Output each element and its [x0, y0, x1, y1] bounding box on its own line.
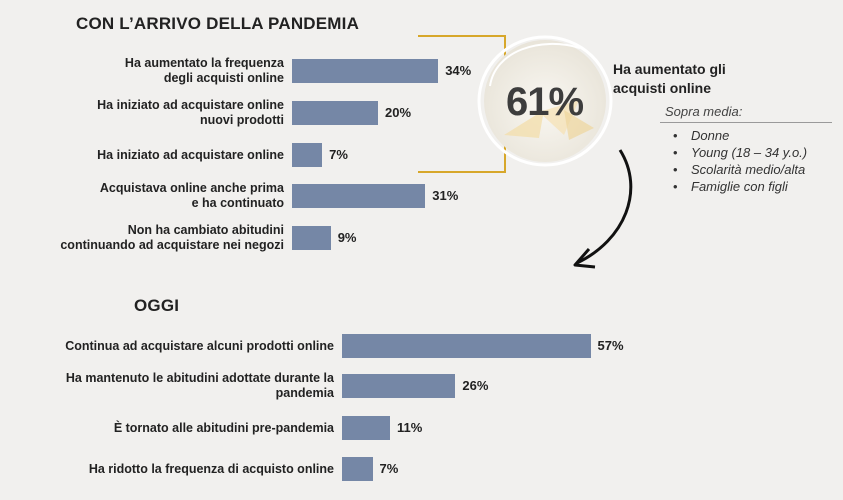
list-item: Donne — [673, 127, 807, 144]
above-average-label: Sopra media: — [665, 104, 743, 119]
bar-value-label: 57% — [597, 338, 624, 353]
bar-label: Ha iniziato ad acquistare online — [97, 147, 284, 162]
highlight-value: 61% — [506, 80, 584, 124]
bar-label: Ha mantenuto le abitudini adottate duran… — [65, 371, 334, 400]
callout-title-line: Ha aumentato gli — [613, 61, 726, 77]
callout-title-line: acquisti online — [613, 80, 712, 96]
bar — [342, 334, 591, 358]
bar — [342, 457, 373, 481]
bar-label: Ha iniziato ad acquistare online nuovi pr… — [97, 98, 284, 127]
bar — [292, 59, 439, 83]
bar-value-label: 34% — [445, 63, 472, 78]
bar-label: Acquistava online anche prima e ha contin… — [99, 181, 284, 210]
bar — [342, 416, 390, 440]
section-title-oggi: OGGI — [134, 296, 180, 315]
bar-value-label: 20% — [385, 105, 412, 120]
bar-value-label: 7% — [329, 147, 348, 162]
bar-label: È tornato alle abitudini pre-pandemia — [113, 420, 334, 435]
bar — [292, 143, 323, 167]
bar-value-label: 9% — [337, 230, 357, 245]
section-title-pandemia: CON L’ARRIVO DELLA PANDEMIA — [76, 14, 360, 33]
paper-crane-icon — [504, 100, 594, 140]
list-item: Young (18 – 34 y.o.) — [673, 144, 807, 161]
highlight-circle-outline — [477, 35, 613, 167]
bar-label: Continua ad acquistare alcuni prodotti o… — [65, 338, 334, 353]
bar — [342, 374, 456, 398]
bar-value-label: 31% — [432, 188, 459, 203]
above-average-list: Donne Young (18 – 34 y.o.) Scolarità med… — [673, 127, 807, 195]
bar-value-label: 11% — [396, 420, 423, 435]
bar-value-label: 26% — [462, 378, 489, 393]
bar-label: Ha aumentato la frequenza degli acquisti … — [124, 56, 284, 85]
bar-label: Ha ridotto la frequenza di acquisto onli… — [88, 461, 334, 476]
bar — [292, 101, 378, 125]
bar — [292, 226, 331, 250]
list-item: Scolarità medio/alta — [673, 161, 807, 178]
curved-arrow-icon — [573, 149, 633, 269]
list-item: Famiglie con figli — [673, 178, 807, 195]
divider — [660, 122, 832, 123]
bar — [292, 184, 426, 208]
bar-label: Non ha cambiato abitudini continuando ad … — [60, 223, 284, 252]
callout-title: Ha aumentato gli acquisti online — [613, 60, 726, 98]
bar-value-label: 7% — [379, 461, 399, 476]
